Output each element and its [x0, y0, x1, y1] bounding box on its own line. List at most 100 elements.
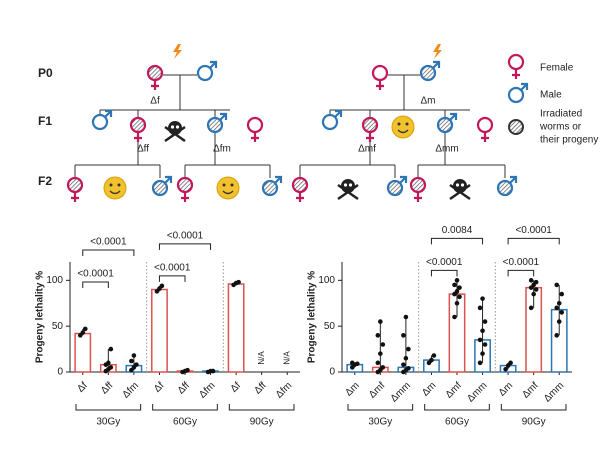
data-point: [528, 305, 534, 311]
y-tick-label: 0: [329, 367, 335, 378]
bar: [74, 332, 92, 373]
x-tick-label: Δff: [176, 380, 192, 396]
male-symbol: [386, 175, 408, 197]
legend-label: worms or: [539, 122, 582, 133]
skull-eye: [455, 183, 460, 187]
skull-eye: [175, 125, 180, 129]
data-point: [477, 337, 483, 343]
symbol-circle: [196, 64, 214, 82]
smiley-face: [391, 115, 415, 139]
data-point: [457, 285, 462, 290]
p-value: <0.0001: [77, 269, 114, 280]
bar: [227, 283, 245, 373]
symbol-circle: [386, 179, 404, 197]
data-point: [559, 291, 565, 297]
symbol-cross: [366, 132, 374, 142]
data-point: [454, 289, 460, 294]
lightning: [173, 44, 182, 59]
male-symbol: [507, 82, 529, 104]
skull-eye: [343, 183, 348, 187]
data-point: [349, 360, 355, 366]
cross-label: Δmm: [435, 144, 458, 155]
x-tick-label: Δmm: [389, 380, 413, 404]
symbol-circle: [146, 64, 164, 82]
data-point: [480, 296, 485, 301]
na-label: N/A: [282, 351, 291, 365]
p-value: <0.0001: [426, 257, 463, 268]
data-point: [533, 279, 539, 285]
symbol-cross: [134, 132, 142, 142]
symbol-arrow: [520, 82, 529, 91]
data-point: [554, 305, 560, 311]
smiley-eye: [117, 183, 121, 187]
male-symbol: [206, 112, 228, 134]
symbol-cross: [151, 80, 159, 90]
data-point: [108, 346, 114, 352]
female-symbol: [66, 176, 84, 202]
significance-bracket: [430, 237, 484, 245]
female-symbol: [291, 176, 309, 202]
smiley-eye: [230, 183, 234, 187]
group-label: 60Gy: [173, 417, 197, 428]
x-tick-label: Δmf: [520, 380, 541, 401]
group-bracket: [500, 404, 567, 411]
group-bracket: [152, 404, 218, 411]
x-tick-label: Δff: [99, 380, 115, 396]
data-point: [480, 351, 485, 356]
data-point: [406, 346, 411, 352]
p-value: <0.0001: [515, 225, 552, 236]
female-symbol: [129, 116, 147, 142]
female-symbol: [176, 176, 194, 202]
symbol-cross: [296, 192, 304, 202]
male-symbol: [496, 175, 518, 197]
x-tick-label: Δf: [75, 380, 90, 395]
female-symbol: [146, 64, 164, 90]
skull-head: [168, 121, 182, 135]
legend-label: Male: [540, 90, 562, 101]
data-point: [82, 326, 88, 332]
x-tick-label: Δfm: [274, 380, 294, 400]
group-label: 30Gy: [368, 417, 392, 428]
group-label: 30Gy: [96, 417, 120, 428]
x-tick-label: Δmm: [542, 380, 566, 404]
data-point: [354, 361, 360, 367]
female-symbol: [246, 116, 264, 142]
data-point: [556, 300, 562, 306]
smiley-eye: [397, 122, 401, 126]
data-point: [380, 365, 386, 370]
x-tick-label: Δm: [497, 380, 515, 398]
smiley-face: [216, 176, 240, 200]
male-symbol: [196, 60, 218, 82]
y-axis-label: Progeny lethality %: [35, 271, 46, 363]
y-tick-label: 0: [57, 367, 63, 378]
group-bracket: [347, 404, 414, 411]
group-label: 90Gy: [522, 417, 546, 428]
data-point: [480, 328, 485, 334]
x-tick-label: Δfm: [197, 380, 217, 400]
male-symbol: [321, 109, 343, 131]
data-point: [482, 319, 488, 324]
symbol-cross: [481, 132, 489, 142]
bar: [151, 288, 168, 373]
symbol-circle: [321, 113, 339, 131]
significance-bracket: [507, 237, 560, 245]
data-point: [556, 319, 562, 324]
smiley-mouth: [397, 129, 409, 134]
male-symbol: [91, 109, 113, 131]
y-tick-label: 100: [318, 275, 335, 286]
x-tick-label: Δm: [343, 380, 361, 398]
cross-label: Δff: [137, 144, 149, 155]
symbol-circle: [176, 176, 194, 194]
smiley-face: [103, 176, 127, 200]
x-tick-label: Δmf: [444, 380, 465, 401]
skull: [164, 121, 186, 143]
data-point: [429, 357, 434, 363]
female-symbol: [409, 176, 427, 202]
significance-bracket: [82, 249, 135, 256]
symbol-circle: [129, 116, 147, 134]
x-tick-label: Δmf: [367, 380, 388, 401]
data-point: [159, 283, 165, 289]
symbol-circle: [436, 116, 454, 134]
symbol-circle: [507, 86, 525, 104]
legend-label: their progeny: [540, 135, 598, 146]
